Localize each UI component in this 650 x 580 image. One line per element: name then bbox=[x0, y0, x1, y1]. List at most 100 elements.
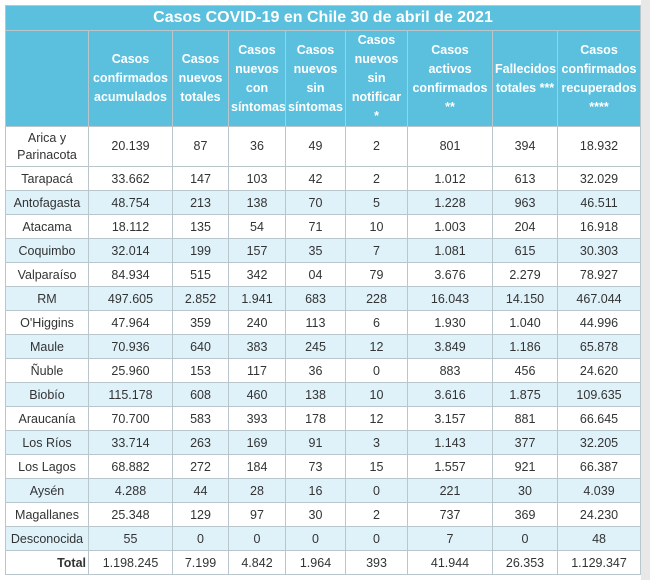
value-cell: 44.996 bbox=[556, 310, 642, 335]
value-cell: 393 bbox=[228, 406, 286, 431]
region-cell: Atacama bbox=[5, 214, 89, 239]
value-cell: 30.303 bbox=[556, 238, 642, 263]
region-cell: Ñuble bbox=[5, 358, 89, 383]
value-cell: 138 bbox=[285, 382, 346, 407]
value-cell: 377 bbox=[492, 430, 558, 455]
value-cell: 113 bbox=[285, 310, 346, 335]
value-cell: 963 bbox=[492, 190, 558, 215]
data-row: RM 497.605 2.852 1.941 683 228 16.043 14.150 467… bbox=[5, 286, 642, 311]
value-cell: 16.043 bbox=[407, 286, 493, 311]
value-cell: 35 bbox=[285, 238, 346, 263]
value-cell: 48.754 bbox=[88, 190, 173, 215]
region-cell: Biobío bbox=[5, 382, 89, 407]
value-cell: 28 bbox=[228, 478, 286, 503]
value-cell: 1.012 bbox=[407, 166, 493, 191]
value-cell: 640 bbox=[172, 334, 229, 359]
value-cell: 47.964 bbox=[88, 310, 173, 335]
value-cell: 221 bbox=[407, 478, 493, 503]
value-cell: 14.150 bbox=[492, 286, 558, 311]
value-cell: 32.014 bbox=[88, 238, 173, 263]
value-cell: 70 bbox=[285, 190, 346, 215]
header-cell bbox=[5, 30, 89, 127]
value-cell: 460 bbox=[228, 382, 286, 407]
table-title: Casos COVID-19 en Chile 30 de abril de 2… bbox=[4, 5, 642, 31]
value-cell: 1.081 bbox=[407, 238, 493, 263]
value-cell: 109.635 bbox=[556, 382, 642, 407]
region-cell: Arica y Parinacota bbox=[5, 126, 89, 167]
value-cell: 54 bbox=[228, 214, 286, 239]
value-cell: 369 bbox=[492, 502, 558, 527]
value-cell: 4.288 bbox=[88, 478, 173, 503]
value-cell: 84.934 bbox=[88, 262, 173, 287]
value-cell: 36 bbox=[285, 358, 346, 383]
value-cell: 117 bbox=[228, 358, 286, 383]
value-cell: 3 bbox=[345, 430, 408, 455]
value-cell: 2.279 bbox=[492, 262, 558, 287]
value-cell: 0 bbox=[492, 526, 558, 551]
value-cell: 87 bbox=[172, 126, 229, 167]
value-cell: 78.927 bbox=[556, 262, 642, 287]
data-row: Valparaíso 84.934 515 342 04 79 3.676 2.279 78.9… bbox=[5, 262, 642, 287]
value-cell: 153 bbox=[172, 358, 229, 383]
value-cell: 394 bbox=[492, 126, 558, 167]
value-cell: 12 bbox=[345, 406, 408, 431]
data-row: Desconocida 55 0 0 0 0 7 0 48 bbox=[5, 526, 642, 551]
total-cell: 1.198.245 bbox=[88, 550, 173, 575]
header-cell: Casos nuevos con síntomas bbox=[228, 30, 286, 127]
value-cell: 169 bbox=[228, 430, 286, 455]
region-cell: Tarapacá bbox=[5, 166, 89, 191]
value-cell: 16.918 bbox=[556, 214, 642, 239]
total-row: Total 1.198.245 7.199 4.842 1.964 393 41.944 26… bbox=[5, 550, 642, 575]
value-cell: 18.932 bbox=[556, 126, 642, 167]
value-cell: 147 bbox=[172, 166, 229, 191]
value-cell: 135 bbox=[172, 214, 229, 239]
value-cell: 497.605 bbox=[88, 286, 173, 311]
total-cell: 1.964 bbox=[285, 550, 346, 575]
value-cell: 32.205 bbox=[556, 430, 642, 455]
value-cell: 79 bbox=[345, 262, 408, 287]
value-cell: 18.112 bbox=[88, 214, 173, 239]
value-cell: 0 bbox=[345, 526, 408, 551]
value-cell: 0 bbox=[228, 526, 286, 551]
data-row: Los Ríos 33.714 263 169 91 3 1.143 377 32.205 bbox=[5, 430, 642, 455]
total-cell: 7.199 bbox=[172, 550, 229, 575]
value-cell: 228 bbox=[345, 286, 408, 311]
value-cell: 199 bbox=[172, 238, 229, 263]
value-cell: 583 bbox=[172, 406, 229, 431]
value-cell: 44 bbox=[172, 478, 229, 503]
value-cell: 383 bbox=[228, 334, 286, 359]
value-cell: 91 bbox=[285, 430, 346, 455]
region-cell: Aysén bbox=[5, 478, 89, 503]
value-cell: 178 bbox=[285, 406, 346, 431]
value-cell: 20.139 bbox=[88, 126, 173, 167]
value-cell: 1.930 bbox=[407, 310, 493, 335]
data-row: Magallanes 25.348 129 97 30 2 737 369 24.230 bbox=[5, 502, 642, 527]
region-cell: Antofagasta bbox=[5, 190, 89, 215]
value-cell: 1.040 bbox=[492, 310, 558, 335]
value-cell: 1.941 bbox=[228, 286, 286, 311]
value-cell: 456 bbox=[492, 358, 558, 383]
value-cell: 66.387 bbox=[556, 454, 642, 479]
value-cell: 801 bbox=[407, 126, 493, 167]
value-cell: 36 bbox=[228, 126, 286, 167]
value-cell: 157 bbox=[228, 238, 286, 263]
region-cell: Coquimbo bbox=[5, 238, 89, 263]
header-cell: Casos nuevos totales bbox=[172, 30, 229, 127]
value-cell: 245 bbox=[285, 334, 346, 359]
total-cell: 4.842 bbox=[228, 550, 286, 575]
value-cell: 46.511 bbox=[556, 190, 642, 215]
value-cell: 7 bbox=[407, 526, 493, 551]
value-cell: 184 bbox=[228, 454, 286, 479]
header-cell: Fallecidos totales *** bbox=[492, 30, 558, 127]
header-cell: Casos activos confirmados ** bbox=[407, 30, 493, 127]
total-cell: 26.353 bbox=[492, 550, 558, 575]
region-cell: RM bbox=[5, 286, 89, 311]
value-cell: 613 bbox=[492, 166, 558, 191]
value-cell: 883 bbox=[407, 358, 493, 383]
value-cell: 921 bbox=[492, 454, 558, 479]
value-cell: 115.178 bbox=[88, 382, 173, 407]
value-cell: 5 bbox=[345, 190, 408, 215]
covid-table: Casos COVID-19 en Chile 30 de abril de 2… bbox=[4, 5, 642, 575]
value-cell: 0 bbox=[345, 358, 408, 383]
